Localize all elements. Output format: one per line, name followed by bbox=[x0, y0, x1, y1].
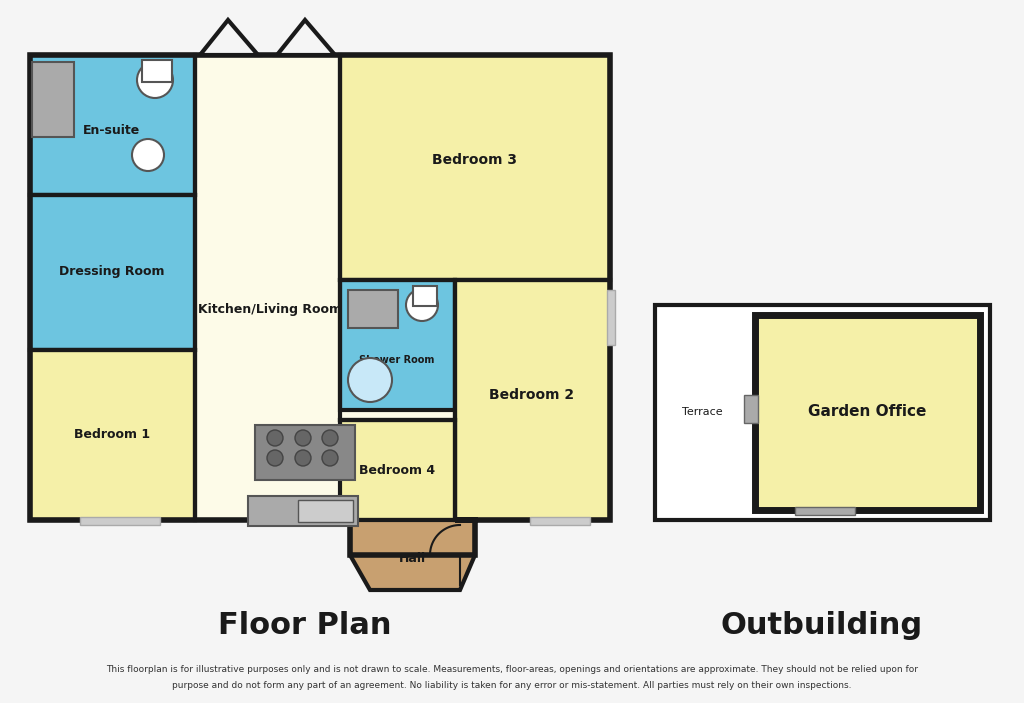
Bar bbox=[32, 62, 74, 137]
Text: Floor Plan: Floor Plan bbox=[218, 610, 392, 640]
Bar bbox=[530, 517, 590, 525]
Bar bbox=[80, 517, 160, 525]
Polygon shape bbox=[200, 20, 258, 55]
Circle shape bbox=[132, 139, 164, 171]
Bar bbox=[30, 195, 195, 350]
Bar bbox=[340, 280, 455, 410]
Circle shape bbox=[295, 450, 311, 466]
Bar bbox=[744, 395, 758, 423]
Text: Garden Office: Garden Office bbox=[808, 404, 926, 420]
Text: This floorplan is for illustrative purposes only and is not drawn to scale. Meas: This floorplan is for illustrative purpo… bbox=[106, 666, 918, 674]
Bar bbox=[30, 350, 195, 520]
Text: Bedroom 2: Bedroom 2 bbox=[489, 388, 574, 402]
Bar bbox=[455, 280, 610, 520]
Bar bbox=[340, 420, 455, 520]
Bar bbox=[30, 55, 610, 520]
Bar bbox=[30, 55, 195, 195]
Circle shape bbox=[137, 62, 173, 98]
Bar bbox=[755, 315, 980, 510]
Text: Bedroom 3: Bedroom 3 bbox=[432, 153, 517, 167]
Bar bbox=[607, 290, 615, 345]
Circle shape bbox=[322, 430, 338, 446]
Text: Terrace: Terrace bbox=[682, 407, 722, 417]
Text: Kitchen/Living Room: Kitchen/Living Room bbox=[198, 304, 342, 316]
Text: Dressing Room: Dressing Room bbox=[59, 266, 165, 278]
Bar bbox=[655, 305, 990, 520]
Bar bbox=[340, 55, 610, 280]
Bar bbox=[413, 286, 437, 306]
Text: Outbuilding: Outbuilding bbox=[721, 610, 923, 640]
Bar bbox=[348, 290, 398, 328]
Text: Shower Room: Shower Room bbox=[359, 355, 434, 365]
Circle shape bbox=[267, 450, 283, 466]
Circle shape bbox=[322, 450, 338, 466]
Text: En-suite: En-suite bbox=[83, 124, 140, 136]
Bar bbox=[298, 500, 353, 522]
Circle shape bbox=[406, 289, 438, 321]
Circle shape bbox=[267, 430, 283, 446]
Bar bbox=[142, 60, 172, 82]
Text: Bedroom 1: Bedroom 1 bbox=[74, 429, 151, 441]
Circle shape bbox=[295, 430, 311, 446]
Text: Hall: Hall bbox=[398, 551, 426, 565]
Polygon shape bbox=[278, 20, 335, 55]
Circle shape bbox=[348, 358, 392, 402]
Text: Bedroom 4: Bedroom 4 bbox=[359, 463, 435, 477]
Polygon shape bbox=[350, 520, 475, 590]
Bar bbox=[795, 507, 855, 515]
Text: purpose and do not form any part of an agreement. No liability is taken for any : purpose and do not form any part of an a… bbox=[172, 681, 852, 690]
Bar bbox=[255, 425, 355, 480]
Bar bbox=[248, 496, 358, 526]
